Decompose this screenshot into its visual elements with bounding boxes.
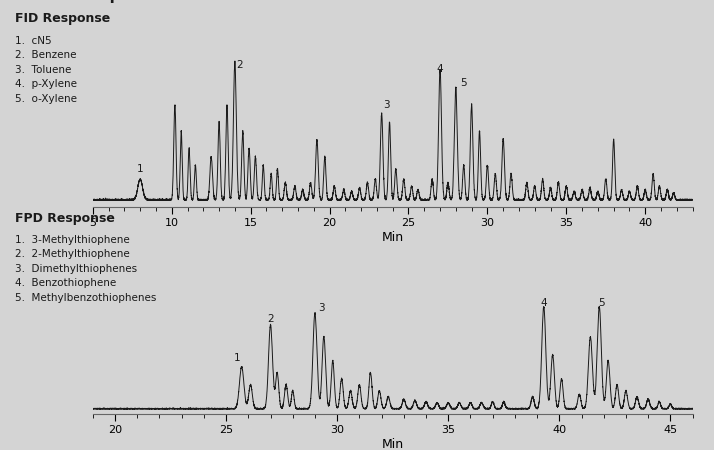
Text: 2: 2	[236, 60, 243, 70]
Text: Sulfur Compounds in Fuel: Sulfur Compounds in Fuel	[15, 0, 235, 3]
Text: 5: 5	[598, 298, 605, 308]
Text: 3: 3	[383, 100, 390, 110]
Text: 4: 4	[437, 64, 443, 74]
Text: 1.  cN5
2.  Benzene
3.  Toluene
4.  p-Xylene
5.  o-Xylene: 1. cN5 2. Benzene 3. Toluene 4. p-Xylene…	[15, 36, 77, 104]
X-axis label: Min: Min	[382, 438, 403, 450]
X-axis label: Min: Min	[382, 231, 403, 244]
Text: 1: 1	[137, 164, 144, 174]
Text: 1.  3-Methylthiophene
2.  2-Methylthiophene
3.  Dimethylthiophenes
4.  Benzothio: 1. 3-Methylthiophene 2. 2-Methylthiophen…	[15, 235, 156, 303]
Text: 5: 5	[461, 78, 467, 88]
Text: 2: 2	[267, 314, 274, 324]
Text: 3: 3	[318, 302, 325, 313]
Text: FPD Response: FPD Response	[15, 212, 115, 225]
Text: 1: 1	[234, 353, 241, 363]
Text: FID Response: FID Response	[15, 12, 110, 25]
Text: 4: 4	[540, 298, 547, 308]
